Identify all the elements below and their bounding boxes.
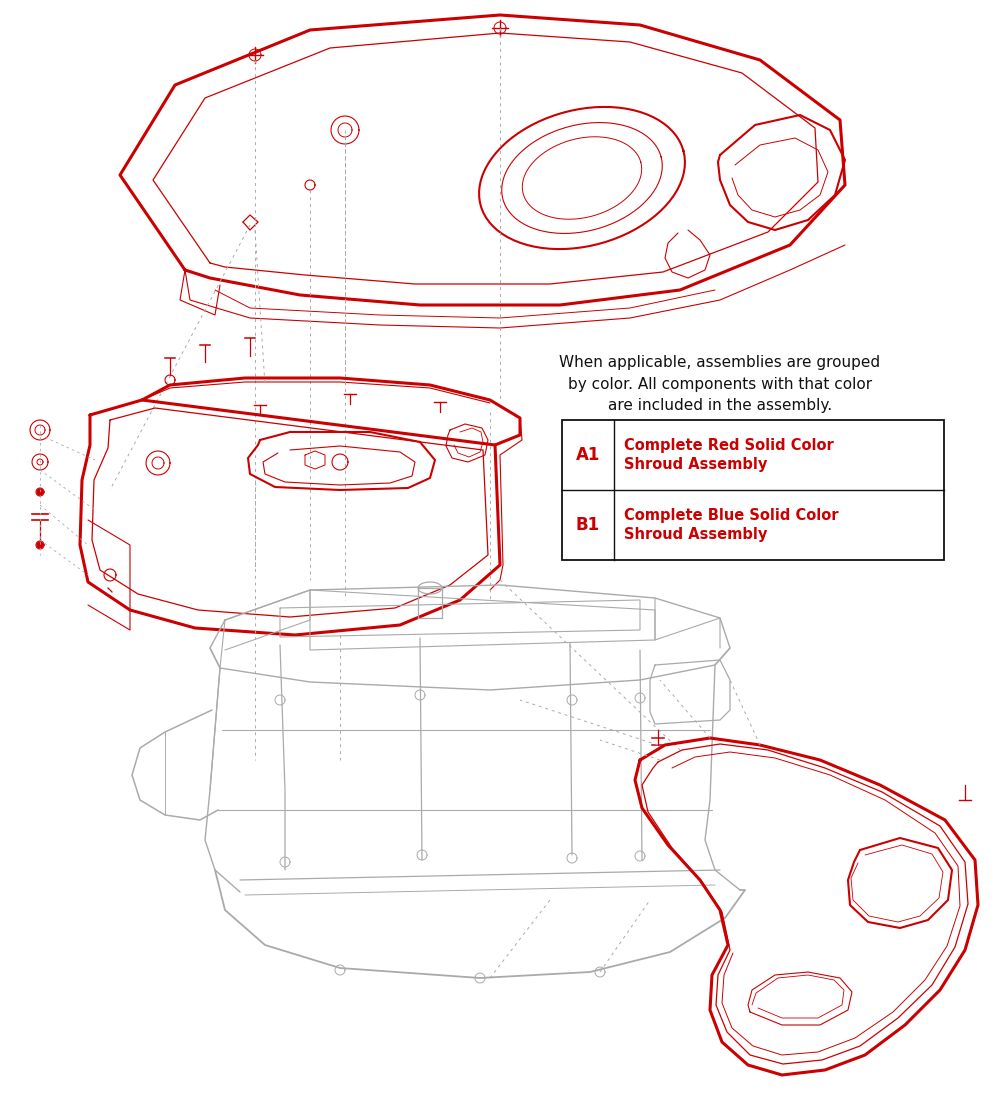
Text: Complete Red Solid Color
Shroud Assembly: Complete Red Solid Color Shroud Assembly [624,438,834,472]
Text: Complete Blue Solid Color
Shroud Assembly: Complete Blue Solid Color Shroud Assembl… [624,507,838,542]
Bar [562,420,944,560]
Text: A1: A1 [576,446,600,464]
Text: B1: B1 [576,516,600,534]
Polygon shape [37,490,43,495]
Polygon shape [37,542,43,548]
Text: When applicable, assemblies are grouped
by color. All components with that color: When applicable, assemblies are grouped … [559,355,881,414]
